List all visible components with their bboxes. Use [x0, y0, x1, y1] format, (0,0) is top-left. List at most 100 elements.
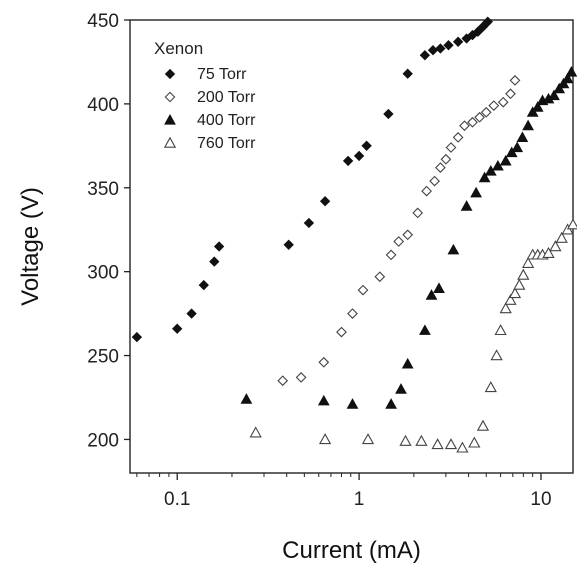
y-tick-label: 450: [87, 11, 119, 32]
data-point: [353, 150, 365, 162]
data-point: [336, 326, 347, 338]
data-point: [472, 26, 484, 37]
data-point: [477, 21, 489, 32]
data-point: [374, 271, 386, 283]
data-point: [317, 394, 330, 406]
y-tick-label: 400: [87, 95, 119, 116]
data-point: [402, 229, 414, 241]
data-point: [198, 279, 209, 291]
legend-marker: [163, 136, 177, 148]
data-point: [484, 381, 497, 393]
data-point: [277, 375, 289, 387]
data-point: [425, 289, 438, 300]
data-point: [474, 111, 485, 123]
data-point: [318, 356, 330, 368]
data-point: [531, 101, 544, 112]
data-point: [295, 372, 307, 383]
data-point: [431, 438, 444, 450]
data-point: [488, 100, 500, 111]
data-point: [357, 284, 369, 296]
data-point: [421, 185, 432, 197]
data-point: [447, 243, 460, 255]
y-tick-label: 200: [87, 430, 119, 451]
data-point: [470, 186, 482, 198]
data-point: [548, 89, 560, 101]
data-point: [172, 323, 183, 334]
data-point: [209, 256, 220, 267]
axes: 200 250 300 350 400 450 0.1 1 10: [87, 11, 551, 510]
data-point: [478, 171, 491, 183]
data-point: [444, 438, 458, 450]
legend: Xenon 75 Torr 200 Torr 400 Torr 760 Torr: [154, 39, 256, 152]
legend-label: 200 Torr: [197, 89, 256, 106]
data-point: [480, 106, 492, 118]
series-1: [277, 75, 521, 387]
data-point: [443, 40, 454, 51]
y-axis-title: Voltage (V): [17, 187, 44, 306]
data-point: [499, 302, 512, 314]
data-point: [460, 200, 473, 211]
x-tick-label: 0.1: [164, 489, 190, 510]
data-point: [240, 393, 253, 404]
x-tick-label: 1: [354, 489, 365, 510]
data-point: [511, 141, 524, 153]
series-2: [240, 65, 577, 409]
data-point: [508, 287, 522, 299]
data-point: [361, 140, 372, 151]
data-marks: [131, 16, 577, 453]
data-point: [346, 398, 359, 409]
legend-marker: [164, 68, 176, 80]
data-point: [419, 324, 431, 335]
legend-marker: [164, 113, 176, 125]
data-point: [517, 268, 530, 280]
data-point: [435, 162, 446, 173]
y-tick-label: 350: [87, 179, 119, 200]
data-point: [385, 398, 397, 409]
data-point: [303, 217, 315, 229]
data-point: [415, 434, 428, 446]
data-point: [468, 436, 481, 448]
series-0: [131, 16, 493, 343]
legend-label: 75 Torr: [197, 66, 247, 83]
data-point: [401, 357, 414, 369]
data-point: [456, 441, 469, 453]
data-point: [213, 241, 225, 252]
data-point: [186, 308, 197, 319]
data-point: [516, 131, 529, 143]
data-point: [459, 120, 470, 132]
data-point: [385, 249, 397, 261]
data-point: [319, 196, 331, 207]
data-point: [452, 132, 464, 143]
y-tick-label: 300: [87, 263, 119, 284]
data-point: [476, 419, 490, 431]
data-point: [347, 308, 358, 319]
data-point: [395, 383, 407, 394]
data-point: [445, 142, 457, 153]
data-point: [522, 119, 534, 131]
data-point: [565, 65, 577, 77]
data-point: [521, 256, 535, 268]
data-point: [440, 153, 452, 165]
data-point: [513, 278, 526, 290]
data-point: [549, 240, 562, 252]
data-point: [505, 88, 516, 100]
data-point: [318, 433, 332, 445]
data-point: [399, 434, 412, 446]
data-point: [452, 36, 464, 47]
data-point: [561, 72, 574, 84]
data-point: [383, 108, 394, 120]
data-point: [433, 282, 445, 294]
legend-marker: [164, 91, 176, 103]
data-point: [402, 68, 413, 79]
data-point: [482, 16, 493, 27]
x-axis-title: Current (mA): [282, 537, 421, 564]
data-point: [427, 45, 439, 56]
series-3: [249, 218, 577, 453]
data-point: [435, 43, 446, 54]
legend-label: 760 Torr: [197, 135, 256, 152]
data-point: [412, 207, 424, 219]
data-point: [499, 154, 512, 166]
data-point: [509, 75, 521, 86]
data-point: [419, 50, 431, 61]
